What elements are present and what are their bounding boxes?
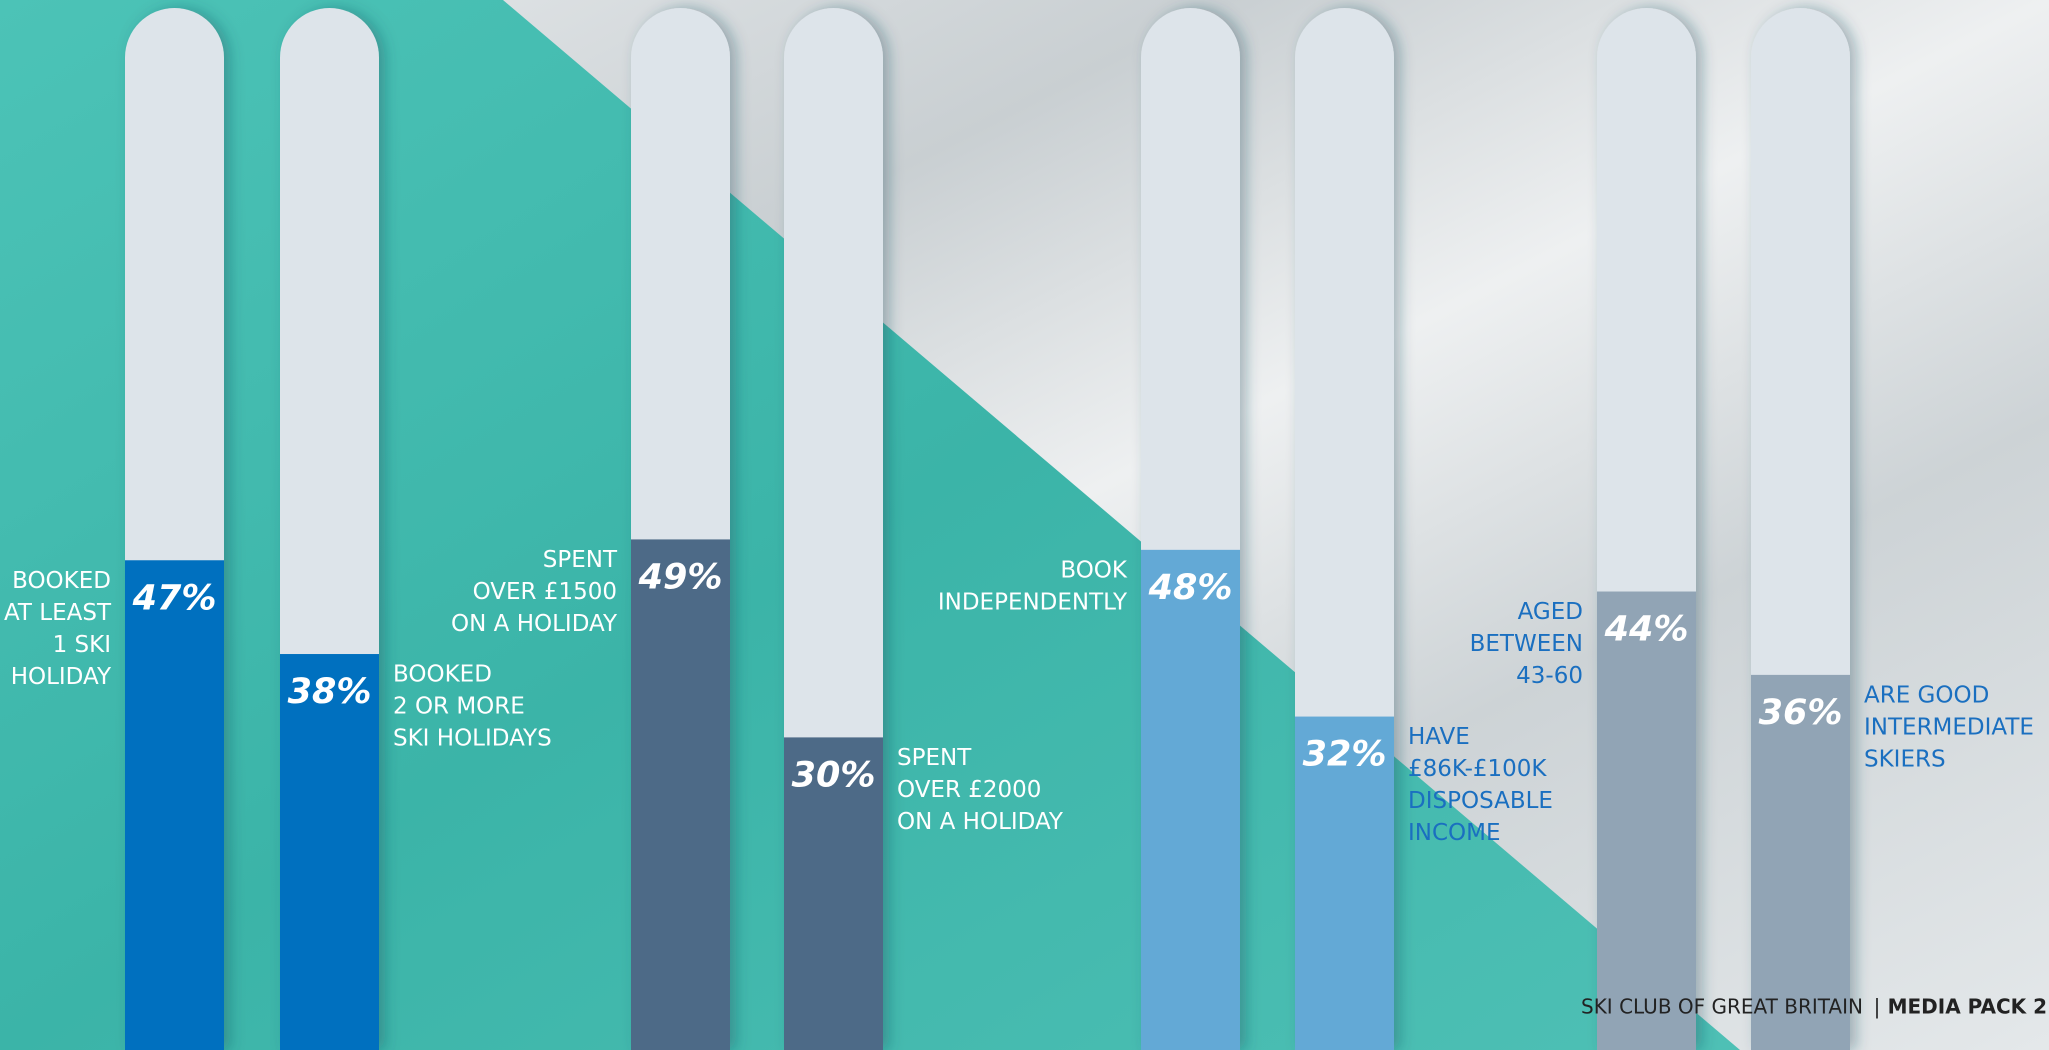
category-label: HOLIDAY (11, 664, 112, 690)
category-label: BOOKED (393, 662, 492, 688)
bar (1597, 591, 1696, 1050)
category-label: SKI HOLIDAYS (393, 726, 552, 752)
category-label: ON A HOLIDAY (897, 809, 1064, 835)
bar (631, 539, 730, 1050)
footer-right: MEDIA PACK 2 (1888, 995, 2047, 1019)
bar-group (631, 8, 730, 1050)
category-label: AGED (1518, 599, 1583, 625)
bar-group (784, 8, 883, 1050)
bar (1751, 674, 1850, 1050)
bar (280, 654, 379, 1050)
category-label: INCOME (1408, 820, 1501, 846)
bar-group (1295, 8, 1394, 1050)
category-label: AT LEAST (4, 600, 112, 626)
footer: SKI CLUB OF GREAT BRITAIN | MEDIA PACK 2 (1581, 995, 2047, 1019)
value-label: 48% (1148, 568, 1233, 608)
value-label: 47% (132, 578, 217, 618)
category-label: SKIERS (1864, 746, 1946, 772)
bar (1141, 549, 1240, 1050)
bar-group (125, 8, 224, 1050)
bar (1295, 716, 1394, 1050)
bar-group (1597, 8, 1696, 1050)
bars: 47% BOOKED AT LEAST 1 SKI HOLIDAY 38% BOOKED 2 … (4, 8, 2034, 1050)
value-label: 30% (792, 755, 876, 795)
value-label: 44% (1604, 610, 1689, 650)
category-label: £86K-£100K (1408, 756, 1547, 782)
category-label: BOOKED (12, 568, 111, 594)
category-label: SPENT (897, 745, 972, 771)
footer-separator: | (1874, 995, 1881, 1019)
bar-group (1751, 8, 1850, 1050)
category-label: ON A HOLIDAY (451, 611, 618, 637)
category-label: ARE GOOD (1864, 682, 1989, 708)
bar-group (280, 8, 379, 1050)
category-label: BETWEEN (1470, 631, 1583, 657)
category-label: HAVE (1408, 724, 1470, 750)
category-label: INTERMEDIATE (1864, 714, 2034, 740)
category-label: 1 SKI (53, 632, 111, 658)
category-label: OVER £1500 (473, 579, 617, 605)
value-label: 32% (1303, 735, 1387, 775)
category-label: OVER £2000 (897, 777, 1041, 803)
category-label: 43-60 (1516, 663, 1583, 689)
category-label: BOOK (1060, 557, 1128, 583)
bar (125, 560, 224, 1050)
value-label: 36% (1759, 693, 1843, 733)
category-label: 2 OR MORE (393, 694, 525, 720)
category-label: SPENT (543, 547, 618, 573)
value-label: 38% (288, 672, 372, 712)
category-label: DISPOSABLE (1408, 788, 1553, 814)
bar (784, 737, 883, 1050)
value-label: 49% (638, 557, 723, 597)
bar-group (1141, 8, 1240, 1050)
category-label: INDEPENDENTLY (938, 589, 1128, 615)
footer-left: SKI CLUB OF GREAT BRITAIN (1581, 995, 1863, 1019)
